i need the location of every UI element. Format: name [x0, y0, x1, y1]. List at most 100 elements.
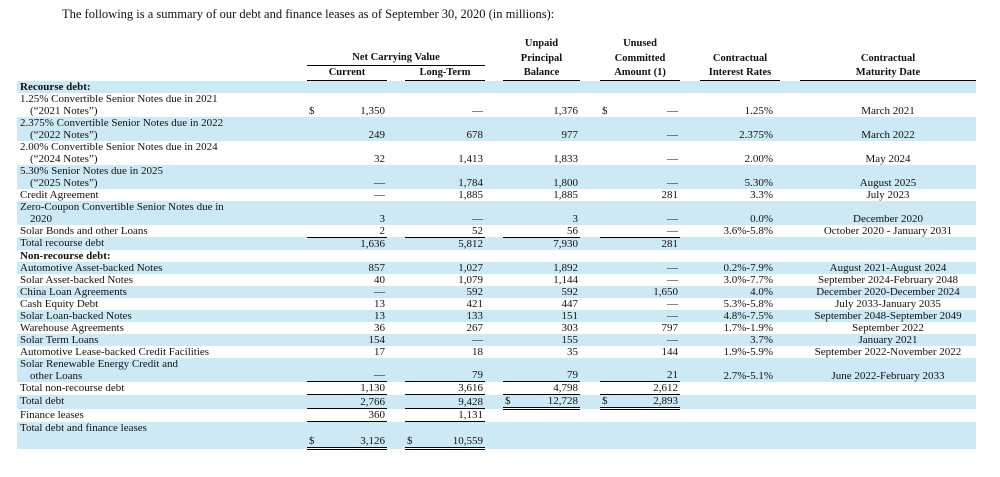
unused-committed-value: — [667, 152, 678, 165]
maturity-date-value [800, 250, 976, 262]
interest-rate-value: 3.7% [700, 333, 780, 346]
interest-rate-value: 0.0% [700, 200, 780, 225]
interest-rate-value: 4.0% [700, 285, 780, 298]
interest-rate-value [700, 80, 780, 93]
row-label: 2.00% Convertible Senior Notes due in 20… [20, 140, 218, 165]
unpaid-principal-value [503, 250, 580, 262]
row-label: Warehouse Agreements [20, 321, 124, 334]
unpaid-principal-value [503, 421, 580, 449]
interest-rate-value [700, 394, 780, 409]
current-value: 857 [307, 261, 387, 274]
unused-committed-value: 21 [600, 357, 680, 382]
row-label: Solar Loan-backed Notes [17, 309, 307, 322]
long-term-value: 5,812 [405, 237, 485, 250]
unpaid-principal-value: 4,798 [503, 381, 580, 395]
unpaid-principal-value: 1,144 [553, 273, 578, 286]
row-label: Total recourse debt [17, 237, 307, 250]
current-value: — [307, 164, 387, 189]
long-term-value [405, 250, 485, 262]
dollar-sign: $ [407, 435, 413, 447]
table-header: Unpaid Unused Net Carrying Value Princip… [17, 37, 976, 81]
intro-text: The following is a summary of our debt a… [62, 7, 555, 21]
table-row: Total non-recourse debt 1,130 3,616 4,798 2,… [17, 381, 976, 395]
current-value: 249 [307, 116, 387, 141]
dollar-sign: $ [602, 395, 608, 407]
header-committed: Committed [614, 52, 666, 64]
maturity-date-value: August 2025 [800, 164, 976, 189]
unpaid-principal-value: 151 [503, 309, 580, 322]
maturity-date-value [800, 382, 976, 395]
document-page: { "title": "The following is a summary o… [0, 6, 1000, 477]
row-label: Total debt and finance leases [17, 421, 307, 449]
table-row: Solar Loan-backed Notes 13 133 151 — 4.8%-7.5… [17, 309, 976, 322]
table-row: 1.25% Convertible Senior Notes due in 20… [17, 93, 976, 117]
interest-rate-value: 2.7%-5.1% [700, 357, 780, 382]
table-row: Solar Renewable Energy Credit and other L… [17, 357, 976, 382]
table-row: Total debt and finance leases $3,126 $10,5… [17, 421, 976, 450]
table-row: Warehouse Agreements 36 267 303 797 1.7%-1.9%… [17, 322, 976, 334]
current-value: $1,350 [309, 104, 385, 117]
unused-committed-value: — [600, 309, 680, 322]
interest-rate-value: 3.0%-7.7% [723, 273, 774, 286]
current-value: 3 [307, 200, 387, 225]
row-label: 1.25% Convertible Senior Notes due in 20… [20, 92, 218, 117]
long-term-value: 1,079 [458, 273, 483, 286]
dollar-sign: $ [309, 435, 315, 447]
header-principal: Principal [520, 52, 563, 64]
header-long-term: Long-Term [405, 65, 485, 81]
header-maturity-date: Maturity Date [800, 65, 976, 81]
interest-rate-value: 2.375% [700, 116, 780, 141]
long-term-value: 1,885 [458, 188, 483, 201]
table-row: 2.00% Convertible Senior Notes due in 20… [17, 141, 976, 165]
header-contractual-rates: Contractual [712, 52, 768, 64]
interest-rate-value: 2.00% [744, 152, 773, 165]
table-row: Automotive Asset-backed Notes 857 1,027 1,8… [17, 261, 976, 274]
interest-rate-value: 3.3% [750, 188, 773, 201]
long-term-value: 267 [466, 321, 484, 334]
current-value: $3,126 [307, 421, 387, 450]
long-term-value: — [405, 333, 485, 346]
row-label: Solar Asset-backed Notes [20, 273, 134, 286]
unpaid-principal-value: 79 [503, 357, 580, 382]
maturity-date-value: January 2021 [800, 333, 976, 346]
maturity-date-value: July 2033-January 2035 [835, 297, 941, 310]
maturity-date-value: September 2022-November 2022 [814, 345, 962, 358]
header-interest-rates: Interest Rates [700, 65, 780, 81]
current-value: 36 [374, 321, 385, 334]
current-value: 154 [307, 333, 387, 346]
maturity-date-value: October 2020 - January 2031 [823, 225, 953, 237]
interest-rate-value: 3.6%-5.8% [723, 225, 774, 237]
long-term-value: 3,616 [405, 381, 485, 395]
current-value: 32 [374, 152, 385, 165]
header-contractual-maturity: Contractual [860, 52, 916, 64]
unused-committed-value: — [600, 333, 680, 346]
maturity-date-value [800, 421, 976, 449]
current-value: 1,130 [307, 381, 387, 395]
interest-rate-value: 4.8%-7.5% [700, 309, 780, 322]
row-label: Automotive Asset-backed Notes [17, 261, 307, 274]
interest-rate-value [700, 382, 780, 395]
current-value: 13 [307, 309, 387, 322]
maturity-date-value: June 2022-February 2033 [800, 357, 976, 382]
current-value: — [307, 357, 387, 382]
unpaid-principal-value: 303 [561, 321, 579, 334]
current-value: 2,766 [307, 394, 387, 409]
table-row: Solar Term Loans 154 — 155 — 3.7% January 2021 [17, 333, 976, 346]
unpaid-principal-value [503, 409, 580, 422]
interest-rate-value: 5.30% [700, 164, 780, 189]
maturity-date-value: May 2024 [865, 152, 911, 165]
unused-committed-value: $ — [602, 104, 678, 117]
current-value: 13 [374, 297, 385, 310]
unused-committed-value: 281 [661, 188, 679, 201]
table-row: Total debt 2,766 9,428 $12,728 $2,893 [17, 394, 976, 410]
unpaid-principal-value: 35 [567, 345, 578, 358]
unpaid-principal-value: 3 [503, 200, 580, 225]
row-label: Solar Bonds and other Loans [20, 224, 148, 237]
current-value: 40 [374, 273, 385, 286]
unpaid-principal-value: 977 [503, 116, 580, 141]
long-term-value: $10,559 [405, 421, 485, 450]
unpaid-principal-value: 1,892 [503, 261, 580, 274]
table-row: Cash Equity Debt 13 421 447 — 5.3%-5.8% July 2… [17, 298, 976, 310]
debt-table-body: Recourse debt: 1.25% Convertible Senior N… [17, 80, 976, 450]
long-term-value [405, 80, 485, 93]
